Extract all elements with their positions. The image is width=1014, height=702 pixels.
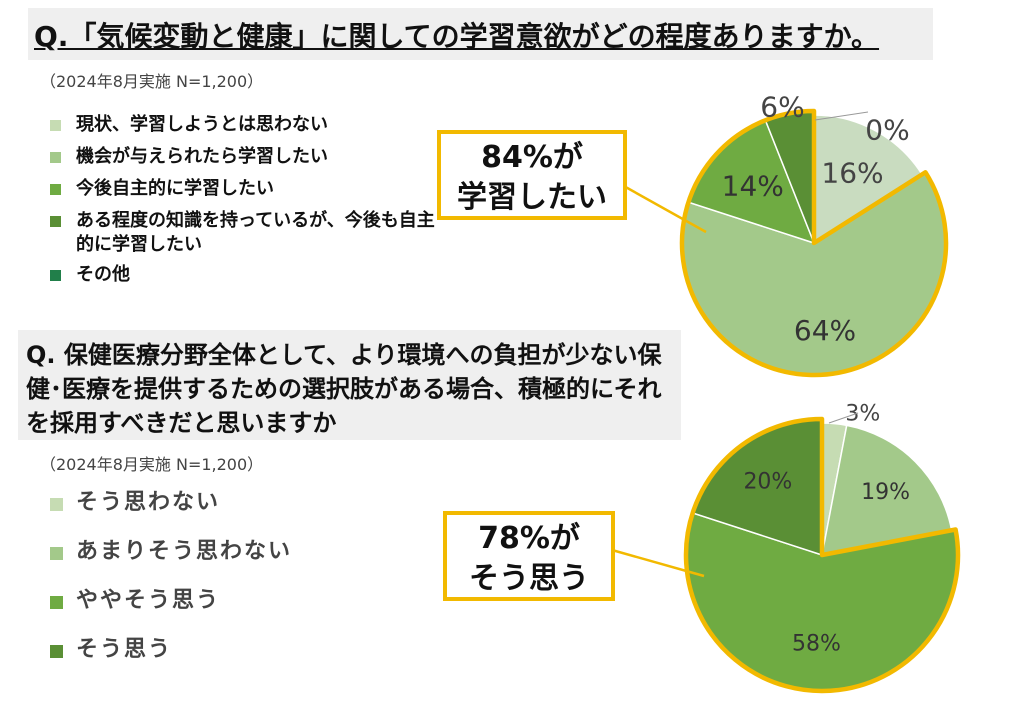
legend-swatch <box>50 216 61 227</box>
pie-slice <box>821 424 953 556</box>
legend-item: 今後自主的に学習したい <box>50 177 436 201</box>
legend-label: 機会が与えられたら学習したい <box>76 146 328 167</box>
slice-value-label: 3% <box>845 401 880 426</box>
slice-value-label: 0% <box>865 114 909 147</box>
legend-label: あまりそう思わない <box>76 539 293 564</box>
question-2-title: Q. 保健医療分野全体として、より環境への負担が少ない保健･医療を提供するための… <box>26 341 662 437</box>
legend-item: そう思わない <box>50 488 292 537</box>
callout-1: 84%が 学習したい <box>437 130 627 220</box>
callout-2: 78%が そう思う <box>443 511 615 601</box>
slice-value-label: 58% <box>792 632 841 657</box>
legend-item: そう思う <box>50 635 292 684</box>
pie-chart-2: 3% 19% 58% 20% <box>683 401 961 694</box>
legend-item: ある程度の知識を持っているが、今後も自主的に学習したい <box>50 209 436 257</box>
slice-value-label: 19% <box>861 480 910 505</box>
legend-item: 現状、学習しようとは思わない <box>50 113 436 137</box>
label-leader <box>814 111 869 121</box>
pie-slice <box>813 114 924 245</box>
slice-value-label: 16% <box>821 157 883 190</box>
legend-swatch <box>50 152 61 163</box>
callout-1-leader <box>621 183 707 234</box>
highlight-outline <box>683 416 961 694</box>
callout-2-line1: 78%が <box>478 521 580 556</box>
legend-swatch <box>50 120 61 131</box>
legend-swatch <box>50 596 63 609</box>
legend-swatch <box>50 270 61 281</box>
legend-swatch <box>50 547 63 560</box>
legend-1: 現状、学習しようとは思わない 機会が与えられたら学習したい 今後自主的に学習した… <box>50 113 436 295</box>
callout-1-line2: 学習したい <box>457 180 607 215</box>
legend-item: 機会が与えられたら学習したい <box>50 145 436 169</box>
slice-value-label: 64% <box>794 314 856 347</box>
legend-label: ある程度の知識を持っているが、今後も自主的に学習したい <box>76 210 435 255</box>
legend-label: ややそう思う <box>76 588 221 613</box>
callout-2-line2: そう思う <box>469 561 589 596</box>
legend-label: 今後自主的に学習したい <box>76 178 274 199</box>
legend-label: そう思う <box>76 637 173 662</box>
question-2-banner: Q. 保健医療分野全体として、より環境への負担が少ない保健･医療を提供するための… <box>18 330 681 440</box>
survey-note-2: （2024年8月実施 N=1,200） <box>40 455 264 474</box>
label-leader <box>828 412 859 424</box>
legend-2: そう思わない あまりそう思わない ややそう思う そう思う <box>50 488 292 684</box>
slice-value-label: 6% <box>760 90 804 123</box>
survey-note-1: （2024年8月実施 N=1,200） <box>40 72 264 91</box>
legend-swatch <box>50 645 63 658</box>
question-1-banner: Q.「気候変動と健康」に関しての学習意欲がどの程度ありますか。 <box>28 8 933 60</box>
legend-item: あまりそう思わない <box>50 537 292 586</box>
legend-label: そう思わない <box>76 490 221 515</box>
legend-label: 現状、学習しようとは思わない <box>76 114 328 135</box>
legend-swatch <box>50 498 63 511</box>
legend-item: その他 <box>50 263 436 287</box>
legend-item: ややそう思う <box>50 586 292 635</box>
slice-value-label: 14% <box>722 169 784 202</box>
legend-swatch <box>50 184 61 195</box>
question-1-title: Q.「気候変動と健康」に関しての学習意欲がどの程度ありますか。 <box>34 20 880 53</box>
highlight-outline <box>679 108 949 378</box>
slice-value-label: 20% <box>743 469 792 494</box>
callout-1-line1: 84%が <box>481 140 583 175</box>
callout-2-leader <box>611 548 705 578</box>
legend-label: その他 <box>76 264 130 285</box>
pie-chart-1: 16% 0% 64% 14% 6% <box>679 90 949 378</box>
